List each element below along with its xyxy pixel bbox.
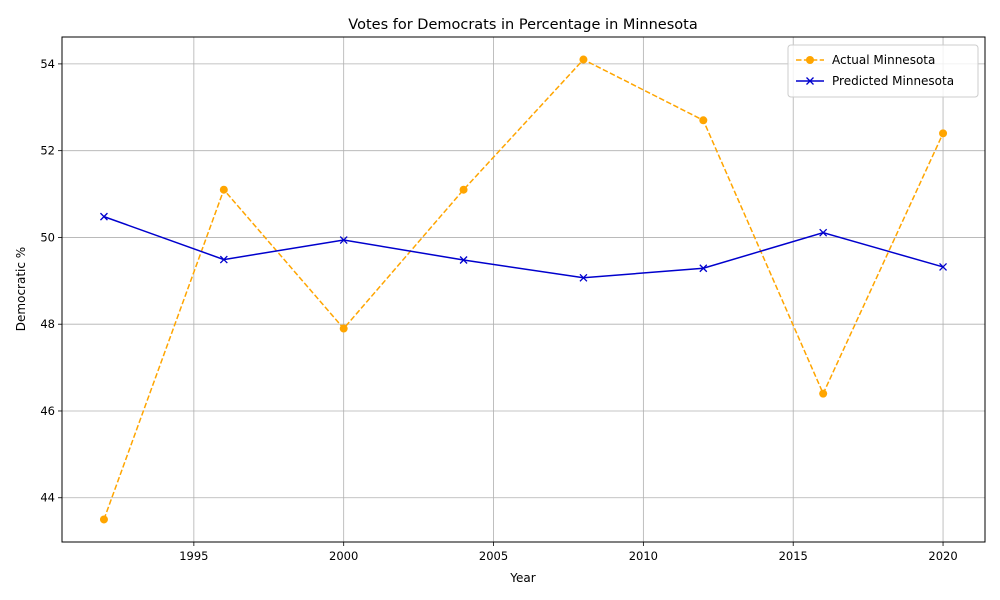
y-tick-label: 52 <box>40 144 55 158</box>
series-layer <box>99 55 948 524</box>
y-tick-label: 46 <box>40 404 55 418</box>
legend-box <box>787 44 979 98</box>
data-point <box>339 236 348 245</box>
legend-marker <box>806 56 814 64</box>
data-point <box>699 264 708 273</box>
y-tick-label: 54 <box>40 57 55 71</box>
data-point <box>339 324 348 333</box>
y-tick-label: 50 <box>40 230 55 244</box>
grid <box>62 37 985 542</box>
x-tick-label: 2000 <box>329 549 358 563</box>
legend: Actual Minnesota Predicted Minnesota <box>787 44 979 98</box>
y-axis: 44 46 48 50 52 54 <box>40 57 62 505</box>
data-point <box>459 185 468 194</box>
legend-label: Actual Minnesota <box>832 53 935 67</box>
x-axis-label: Year <box>509 571 535 585</box>
series-line-0 <box>103 58 944 520</box>
x-tick-label: 2010 <box>629 549 658 563</box>
data-point <box>939 262 948 271</box>
y-tick-label: 44 <box>40 491 55 505</box>
data-point <box>819 389 828 398</box>
legend-label: Predicted Minnesota <box>832 74 954 88</box>
data-point <box>819 228 828 237</box>
plot-frame <box>61 36 986 543</box>
data-point <box>459 256 468 264</box>
legend-marker <box>806 77 814 85</box>
series-line-1 <box>103 215 944 279</box>
x-axis: 1995 2000 2005 2010 2015 2020 <box>179 542 958 563</box>
data-point <box>99 212 108 221</box>
data-point <box>219 255 228 264</box>
y-axis-label: Democratic % <box>14 247 28 331</box>
x-tick-label: 1995 <box>179 549 208 563</box>
data-point <box>99 515 108 524</box>
data-point <box>579 55 588 64</box>
data-point <box>219 185 228 194</box>
data-point <box>699 116 708 125</box>
data-point <box>939 129 948 138</box>
x-tick-label: 2015 <box>779 549 808 563</box>
chart-title: Votes for Democrats in Percentage in Min… <box>348 17 697 33</box>
data-point <box>579 273 588 282</box>
y-tick-label: 48 <box>40 317 55 331</box>
x-tick-label: 2005 <box>479 549 508 563</box>
x-tick-label: 2020 <box>928 549 957 563</box>
